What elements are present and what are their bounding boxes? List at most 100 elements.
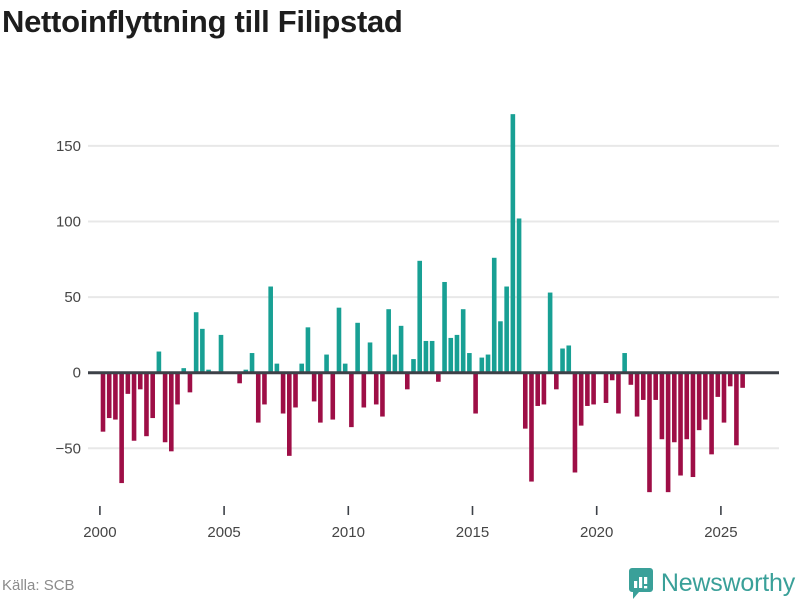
bar-2012Q1: [398, 325, 404, 373]
bar-2015Q3: [485, 354, 491, 373]
source-label: Källa: SCB: [2, 577, 75, 594]
bar-2006Q4: [268, 286, 273, 373]
y-tick-label-50: 50: [64, 289, 81, 306]
y-tick-label-100: 100: [56, 214, 81, 231]
bar-2020Q4: [616, 372, 621, 414]
bar-2002Q2: [156, 351, 162, 373]
bar-2018Q4: [566, 345, 572, 373]
bar-2021Q1: [622, 353, 627, 373]
bar-2019Q2: [578, 372, 584, 426]
bar-2010Q1: [349, 372, 354, 428]
bar-2000Q2: [106, 372, 112, 419]
bar-2024Q2: [703, 372, 708, 420]
bar-2000Q3: [113, 372, 118, 420]
bar-2005Q4: [243, 369, 249, 373]
bar-2019Q4: [591, 372, 596, 405]
bar-2023Q3: [684, 372, 690, 440]
bar-2008Q1: [299, 363, 305, 373]
bar-2025Q3: [734, 372, 739, 446]
bar-2021Q2: [628, 372, 634, 385]
bar-2024Q3: [709, 372, 714, 455]
bar-2024Q4: [715, 372, 721, 397]
bar-2017Q1: [522, 372, 528, 429]
bar-2016Q2: [504, 286, 509, 373]
x-tick-label-2010: 2010: [332, 524, 365, 541]
bar-2005Q3: [237, 372, 242, 384]
bar-2001Q1: [125, 372, 131, 394]
y-tick-label-−50: −50: [56, 440, 81, 457]
bar-2003Q2: [181, 368, 187, 373]
bar-2025Q1: [721, 372, 727, 423]
bar-2016Q3: [510, 114, 516, 373]
bar-2009Q3: [336, 307, 342, 373]
bar-2015Q1: [473, 372, 478, 414]
bar-2022Q1: [647, 372, 652, 493]
y-tick-label-150: 150: [56, 138, 81, 155]
bar-2010Q2: [355, 322, 360, 373]
x-tick-label-2025: 2025: [704, 524, 737, 541]
bar-2021Q4: [640, 372, 646, 400]
bar-2007Q2: [280, 372, 286, 414]
bar-2001Q3: [137, 372, 143, 390]
bar-2013Q4: [442, 281, 447, 373]
bar-2014Q3: [460, 309, 466, 373]
bar-2001Q2: [131, 372, 137, 441]
bar-2025Q4: [740, 372, 745, 388]
bar-2009Q4: [342, 363, 348, 373]
bar-2021Q3: [634, 372, 640, 417]
bar-2000Q4: [119, 372, 124, 484]
bar-2003Q4: [193, 312, 199, 373]
bar-2003Q1: [175, 372, 180, 405]
bar-2014Q2: [454, 334, 460, 373]
bar-2004Q4: [218, 334, 224, 373]
bar-2018Q1: [547, 292, 553, 373]
bar-2008Q2: [305, 327, 311, 373]
bar-2020Q2: [603, 372, 609, 403]
newsworthy-logo-icon: [628, 568, 653, 599]
bar-2012Q4: [417, 260, 423, 373]
bar-2010Q4: [367, 342, 373, 373]
bar-2002Q3: [162, 372, 168, 443]
bar-2006Q2: [255, 372, 261, 423]
bar-2008Q4: [318, 372, 323, 423]
bar-2016Q4: [516, 218, 522, 373]
bar-2023Q1: [672, 372, 677, 443]
x-tick-label-2015: 2015: [456, 524, 489, 541]
bar-2013Q1: [423, 340, 429, 373]
bar-2009Q2: [330, 372, 336, 420]
x-tick-label-2000: 2000: [83, 524, 116, 541]
bar-2016Q1: [498, 321, 503, 373]
bar-2006Q1: [249, 353, 255, 373]
bar-2013Q2: [429, 340, 435, 373]
bar-2020Q3: [609, 372, 615, 381]
bar-2018Q3: [560, 348, 565, 373]
bar-2011Q3: [386, 309, 391, 373]
bar-2011Q2: [380, 372, 385, 417]
bar-2002Q4: [169, 372, 174, 452]
bar-2011Q4: [392, 354, 398, 373]
x-tick-label-2020: 2020: [580, 524, 613, 541]
bar-2011Q1: [373, 372, 379, 405]
bar-2014Q1: [448, 337, 454, 373]
bar-2017Q3: [535, 372, 540, 406]
bar-2004Q2: [206, 369, 211, 373]
bar-2018Q2: [554, 372, 559, 390]
newsworthy-logo: Newsworthy: [628, 566, 795, 600]
bar-2010Q3: [361, 372, 367, 408]
bar-2019Q1: [572, 372, 578, 473]
bar-2014Q4: [467, 353, 472, 373]
bar-2022Q3: [659, 372, 665, 440]
bar-2023Q2: [678, 372, 683, 476]
bar-2015Q4: [491, 257, 497, 373]
bar-2019Q3: [585, 372, 590, 406]
bar-2002Q1: [150, 372, 155, 419]
bar-2012Q2: [404, 372, 410, 390]
bar-2015Q2: [479, 357, 485, 373]
bar-2024Q1: [696, 372, 702, 431]
bar-2007Q4: [293, 372, 298, 408]
bar-2013Q3: [436, 372, 441, 382]
bar-2012Q3: [411, 359, 416, 373]
bar-2008Q3: [311, 372, 317, 402]
